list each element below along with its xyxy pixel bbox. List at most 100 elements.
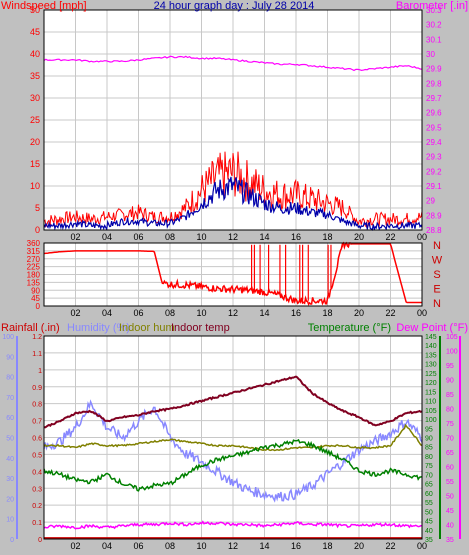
temperature-ytick-label: 65 xyxy=(425,482,433,489)
climate-xtick-label: 10 xyxy=(196,541,206,551)
direction-ytick-label: 135 xyxy=(27,278,41,287)
wind-ytick-label: 20 xyxy=(30,137,40,147)
direction-ytick-label: 315 xyxy=(27,247,41,256)
wind-xtick-label: 02 xyxy=(70,232,80,242)
dewpoint-ytick-label: 65 xyxy=(446,450,454,457)
temperature-ytick-label: 135 xyxy=(425,352,437,359)
climate-series-indoor_hum xyxy=(43,423,423,452)
wind-xtick-label: 10 xyxy=(196,232,206,242)
rain-ytick-label: 0.2 xyxy=(32,503,42,510)
barometer-ytick-label: 29.9 xyxy=(426,65,442,74)
temperature-ytick-label: 45 xyxy=(425,519,433,526)
direction-xtick-label: 10 xyxy=(196,308,206,318)
dewpoint-ytick-label: 35 xyxy=(446,537,454,544)
temperature-ytick-label: 75 xyxy=(425,463,433,470)
temperature-ytick-label: 105 xyxy=(425,408,437,415)
rain-ytick-label: 0.1 xyxy=(32,520,42,527)
direction-xtick-label: 06 xyxy=(133,308,143,318)
dewpoint-ytick-label: 50 xyxy=(446,494,454,501)
temperature-ytick-label: 95 xyxy=(425,426,433,433)
temperature-ytick-label: 140 xyxy=(425,343,437,350)
climate-xtick-label: 04 xyxy=(102,541,112,551)
dewpoint-ytick-label: 85 xyxy=(446,392,454,399)
temperature-ytick-label: 35 xyxy=(425,537,433,544)
wind-xtick-label: 06 xyxy=(133,232,143,242)
dewpoint-ytick-label: 95 xyxy=(446,363,454,370)
humidity-ytick-label: 90 xyxy=(6,354,14,361)
dewpoint-ytick-label: 80 xyxy=(446,407,454,414)
wind-ytick-label: 30 xyxy=(30,93,40,103)
humidity-ytick-label: 80 xyxy=(6,375,14,382)
temperature-ytick-label: 90 xyxy=(425,436,433,443)
barometer-axis-label: Barometer [.in] xyxy=(396,0,468,12)
direction-xtick-label: 22 xyxy=(385,308,395,318)
temperature-ytick-label: 80 xyxy=(425,454,433,461)
rain-ytick-label: 0.8 xyxy=(32,402,42,409)
direction-xtick-label: 12 xyxy=(228,308,238,318)
barometer-ytick-label: 29.3 xyxy=(426,153,442,162)
humidity-ytick-label: 0 xyxy=(10,537,14,544)
climate-series-humidity xyxy=(43,399,423,503)
wind-xtick-label: 08 xyxy=(165,232,175,242)
barometer-ytick-label: 29.7 xyxy=(426,94,442,103)
chart-title: 24 hour graph day : July 28 2014 xyxy=(154,0,315,12)
temperature-ytick-label: 110 xyxy=(425,399,436,406)
temperature-ytick-label: 60 xyxy=(425,491,433,498)
barometer-ytick-label: 29.1 xyxy=(426,182,442,191)
barometer-ytick-label: 29 xyxy=(426,197,435,206)
rain-ytick-label: 1 xyxy=(38,368,42,375)
barometer-ytick-label: 29.5 xyxy=(426,123,442,132)
humidity-ytick-label: 50 xyxy=(6,436,14,443)
temperature-ytick-label: 100 xyxy=(425,417,437,424)
wind-xtick-label: 12 xyxy=(228,232,238,242)
temperature-ytick-label: 85 xyxy=(425,445,433,452)
temperature-ytick-label: 120 xyxy=(425,380,437,387)
climate-frame xyxy=(43,335,423,540)
rain-ytick-label: 1.1 xyxy=(32,351,42,358)
temperature-ytick-label: 55 xyxy=(425,500,433,507)
rain-ytick-label: 0.6 xyxy=(32,436,42,443)
dewpoint-ytick-label: 100 xyxy=(446,349,458,356)
wind-ytick-label: 0 xyxy=(35,225,40,235)
wind-ytick-label: 50 xyxy=(30,5,40,15)
wind-xtick-label: 20 xyxy=(354,232,364,242)
rain-ytick-label: 0.9 xyxy=(32,385,42,392)
temperature-ytick-label: 125 xyxy=(425,371,437,378)
barometer-ytick-label: 28.9 xyxy=(426,211,442,220)
climate-xtick-label: 06 xyxy=(133,541,143,551)
humidity-ytick-label: 10 xyxy=(6,517,14,524)
climate-xtick-label: 02 xyxy=(70,541,80,551)
wind-series-windspeed xyxy=(43,151,423,228)
direction-frame xyxy=(43,242,423,307)
direction-ytick-label: 360 xyxy=(27,239,41,248)
wind-frame xyxy=(43,9,423,231)
rain-ytick-label: 0.4 xyxy=(32,469,42,476)
direction-ytick-label: 0 xyxy=(36,302,41,311)
direction-xtick-label: 18 xyxy=(322,308,332,318)
dewpoint-ytick-label: 55 xyxy=(446,479,454,486)
wind-series-barometer xyxy=(43,55,423,72)
barometer-ytick-label: 30 xyxy=(426,50,435,59)
temperature-ytick-label: 40 xyxy=(425,528,433,535)
barometer-ytick-label: 30.2 xyxy=(426,21,442,30)
rain-ytick-label: 0.7 xyxy=(32,419,42,426)
direction-xtick-label: 14 xyxy=(259,308,269,318)
barometer-ytick-label: 29.8 xyxy=(426,79,442,88)
humidity-ytick-label: 100 xyxy=(2,334,14,341)
wind-ytick-label: 25 xyxy=(30,115,40,125)
dewpoint-ytick-label: 70 xyxy=(446,436,454,443)
climate-xtick-label: 18 xyxy=(322,541,332,551)
barometer-ytick-label: 29.4 xyxy=(426,138,442,147)
barometer-ytick-label: 29.2 xyxy=(426,167,442,176)
climate-series-dew_point xyxy=(43,520,422,530)
wind-ytick-label: 45 xyxy=(30,27,40,37)
windspeed-axis-label: Windspeed [mph] xyxy=(1,0,87,12)
direction-ytick-label: 45 xyxy=(31,294,40,303)
dewpoint-ytick-label: 45 xyxy=(446,508,454,515)
legend-indoor-hum: Indoor hum xyxy=(119,322,175,334)
direction-ytick-label: 90 xyxy=(31,286,40,295)
legend-temperature: Temperature (°F) xyxy=(308,322,391,334)
